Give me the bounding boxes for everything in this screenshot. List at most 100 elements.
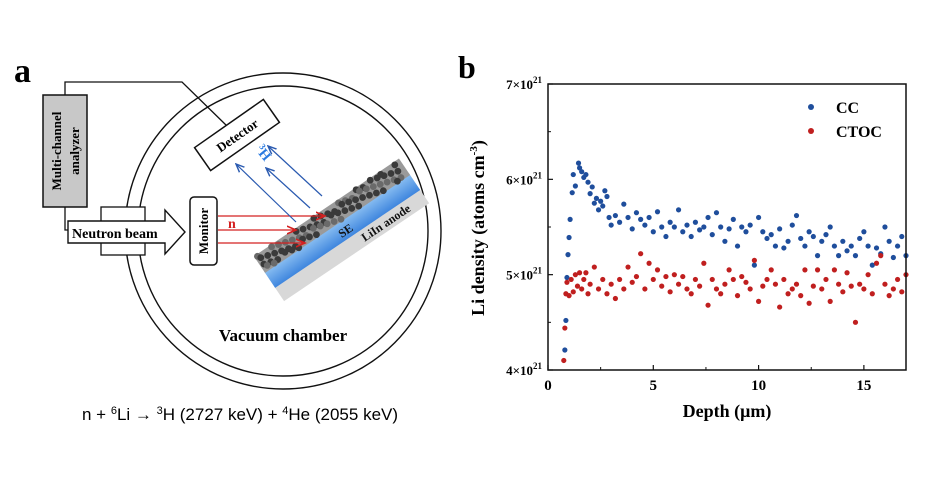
data-point-cc [659, 224, 665, 230]
particle [380, 172, 388, 180]
data-point-cc [572, 183, 578, 189]
data-point-cc [570, 171, 576, 178]
x-tick-label: 0 [544, 378, 552, 394]
data-point-cc [667, 219, 673, 225]
signal-cable [64, 81, 228, 127]
particle [270, 259, 278, 267]
data-point-cc [899, 233, 905, 240]
monitor-box [189, 196, 218, 266]
data-point-ctoc [650, 276, 656, 283]
x-tick-label: 15 [856, 378, 871, 394]
data-point-ctoc [621, 286, 627, 292]
data-point-ctoc [659, 283, 665, 289]
data-point-cc [844, 248, 850, 254]
data-point-ctoc [743, 279, 749, 285]
data-point-cc [591, 200, 597, 206]
data-point-ctoc [654, 267, 661, 273]
particle [264, 252, 272, 259]
particle [330, 218, 338, 225]
data-point-cc [579, 169, 585, 175]
particle [394, 177, 401, 185]
data-point-cc [886, 238, 892, 244]
data-point-cc [629, 226, 635, 232]
data-point-ctoc [844, 270, 850, 276]
data-point-cc [650, 229, 656, 235]
particle [394, 167, 402, 175]
data-point-cc [638, 216, 644, 222]
liin-anode-layer [274, 188, 430, 302]
data-point-cc [688, 233, 694, 240]
electrolyte-layer [263, 173, 421, 288]
triton-ray [236, 164, 297, 223]
data-point-cc [692, 219, 699, 225]
data-point-ctoc [692, 276, 699, 283]
data-point-ctoc [581, 276, 587, 283]
data-point-ctoc [625, 264, 631, 270]
data-point-cc [566, 234, 572, 241]
data-point-cc [587, 191, 593, 197]
data-point-ctoc [600, 276, 606, 283]
multichannel-analyzer-box [42, 94, 88, 208]
triton-ray [268, 146, 323, 197]
particle [309, 224, 317, 232]
data-point-ctoc [642, 286, 648, 292]
reaction-equation: n + 6Li → 3H (2727 keV) + 4He (2055 keV) [82, 405, 398, 424]
data-point-cc [798, 235, 804, 242]
data-point-cc [563, 317, 569, 324]
particle [263, 261, 271, 269]
x-axis-label: Depth (μm) [683, 401, 772, 422]
data-point-cc [621, 201, 627, 207]
data-point-cc [671, 224, 677, 230]
particle [338, 200, 346, 208]
legend-label-ctoc: CTOC [836, 124, 882, 141]
particle [372, 189, 380, 197]
particle [345, 198, 353, 206]
data-point-cc [882, 224, 888, 230]
data-point-ctoc [823, 276, 829, 283]
data-point-cc [646, 214, 652, 221]
data-point-ctoc [570, 289, 576, 295]
data-point-cc [663, 233, 669, 240]
data-point-cc [739, 224, 745, 230]
data-point-ctoc [675, 281, 682, 287]
data-point-cc [869, 262, 875, 268]
data-point-ctoc [840, 289, 846, 295]
data-point-cc [617, 219, 623, 225]
data-point-ctoc [667, 289, 673, 295]
data-point-cc [722, 238, 728, 244]
data-point-ctoc [701, 260, 707, 266]
data-point-cc [565, 252, 571, 258]
neutron-beam-arrow [67, 208, 186, 256]
data-point-cc [814, 253, 821, 259]
x-tick-label: 10 [751, 378, 766, 394]
data-point-ctoc [760, 283, 766, 289]
particle [366, 191, 373, 199]
data-point-ctoc [819, 286, 825, 292]
y-tick-label: 5×1021 [506, 266, 542, 283]
data-point-cc [734, 243, 741, 249]
data-point-cc [865, 243, 871, 249]
data-point-ctoc [878, 253, 884, 259]
data-point-cc [585, 179, 591, 185]
data-point-ctoc [688, 291, 694, 297]
data-point-ctoc [680, 273, 686, 280]
data-point-cc [604, 193, 610, 200]
data-point-ctoc [583, 270, 589, 276]
data-point-ctoc [726, 267, 732, 273]
neutron-symbol: n [228, 217, 236, 232]
particle [316, 222, 324, 230]
data-point-cc [730, 216, 736, 222]
data-point-ctoc [781, 276, 787, 283]
data-point-ctoc [747, 286, 753, 292]
particle [271, 249, 279, 257]
particle [391, 161, 399, 169]
data-point-cc [827, 224, 833, 230]
data-point-ctoc [772, 281, 779, 287]
data-point-ctoc [684, 286, 690, 292]
data-point-cc [819, 238, 825, 244]
data-point-cc [848, 243, 854, 249]
panel-label-a: a [14, 53, 31, 90]
data-point-ctoc [646, 260, 652, 266]
data-point-cc [569, 190, 575, 196]
particle [352, 196, 360, 204]
